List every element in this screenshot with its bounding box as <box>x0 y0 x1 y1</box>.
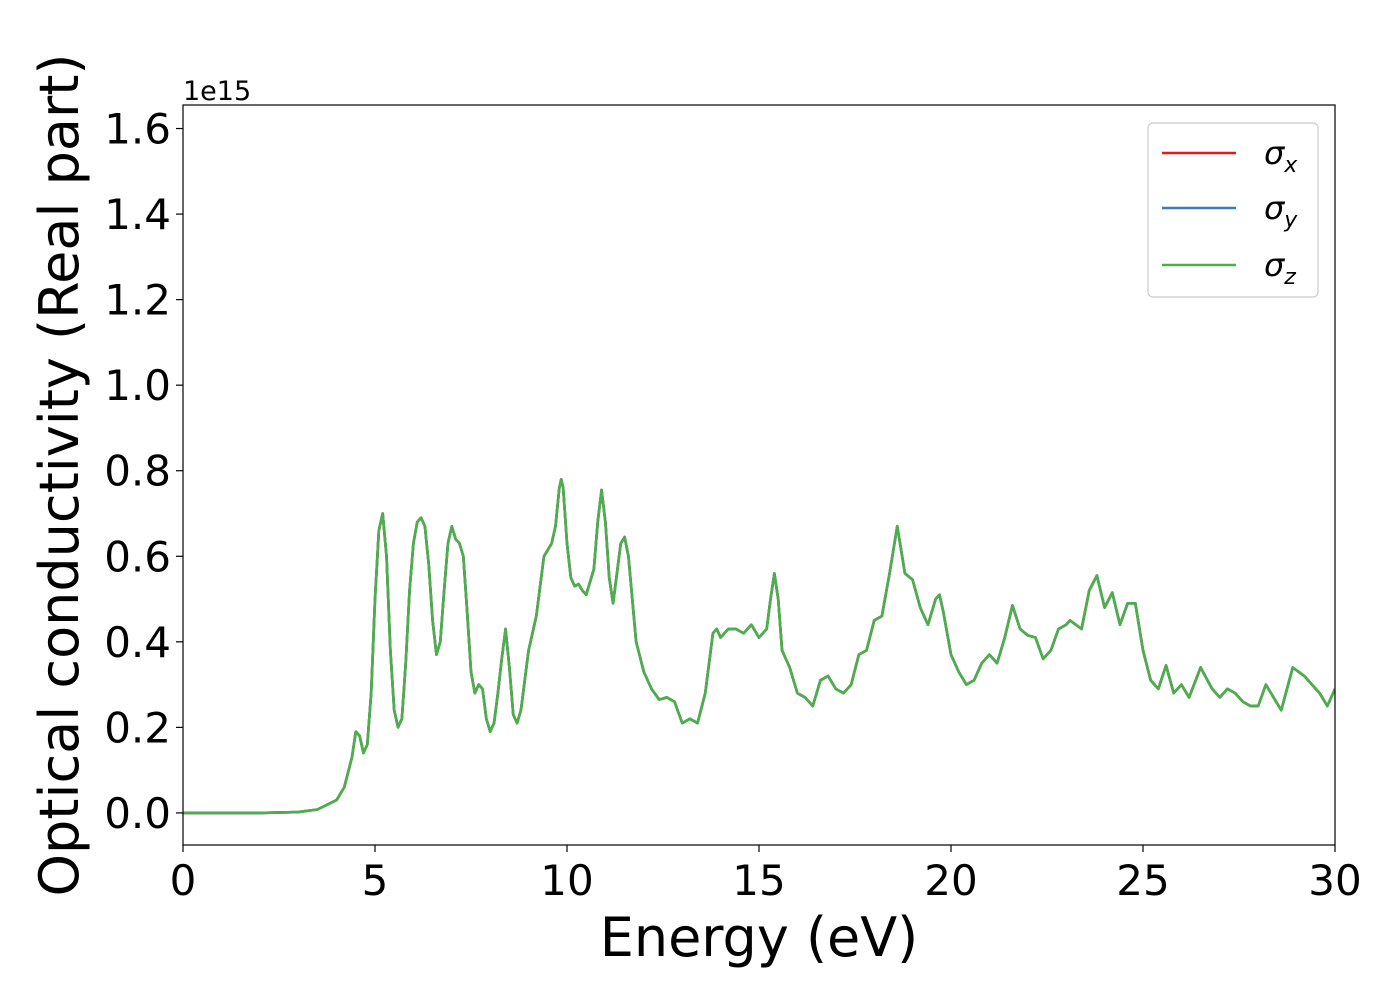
series-line <box>183 477 1335 815</box>
series-line <box>183 477 1335 815</box>
legend-box <box>1147 122 1319 298</box>
x-tick-label: 0 <box>170 856 197 905</box>
x-axis-label: Energy (eV) <box>600 906 919 969</box>
y-tick-label: 0.6 <box>104 532 171 581</box>
y-tick-label: 0.2 <box>104 703 171 752</box>
y-tick-label: 0.4 <box>104 618 171 667</box>
legend-label: σx <box>1264 134 1298 178</box>
y-tick-label: 1.0 <box>104 361 171 410</box>
legend-label: σz <box>1264 246 1296 290</box>
y-tick-label: 1.4 <box>104 190 171 239</box>
offset-label: 1e15 <box>183 76 251 107</box>
x-tick-label: 30 <box>1308 856 1361 905</box>
x-tick-label: 20 <box>924 856 977 905</box>
legend-label: σy <box>1264 189 1298 233</box>
y-tick-label: 1.2 <box>104 276 171 325</box>
series-line <box>183 477 1335 815</box>
y-tick-label: 0.8 <box>104 447 171 496</box>
x-tick-label: 10 <box>540 856 593 905</box>
y-tick-label: 1.6 <box>104 105 171 154</box>
plot-frame <box>182 104 1336 846</box>
y-axis-label: Optical conductivity (Real part) <box>28 54 91 897</box>
x-tick-label: 5 <box>362 856 389 905</box>
x-tick-label: 25 <box>1116 856 1169 905</box>
x-tick-label: 15 <box>732 856 785 905</box>
y-tick-label: 0.0 <box>104 789 171 838</box>
